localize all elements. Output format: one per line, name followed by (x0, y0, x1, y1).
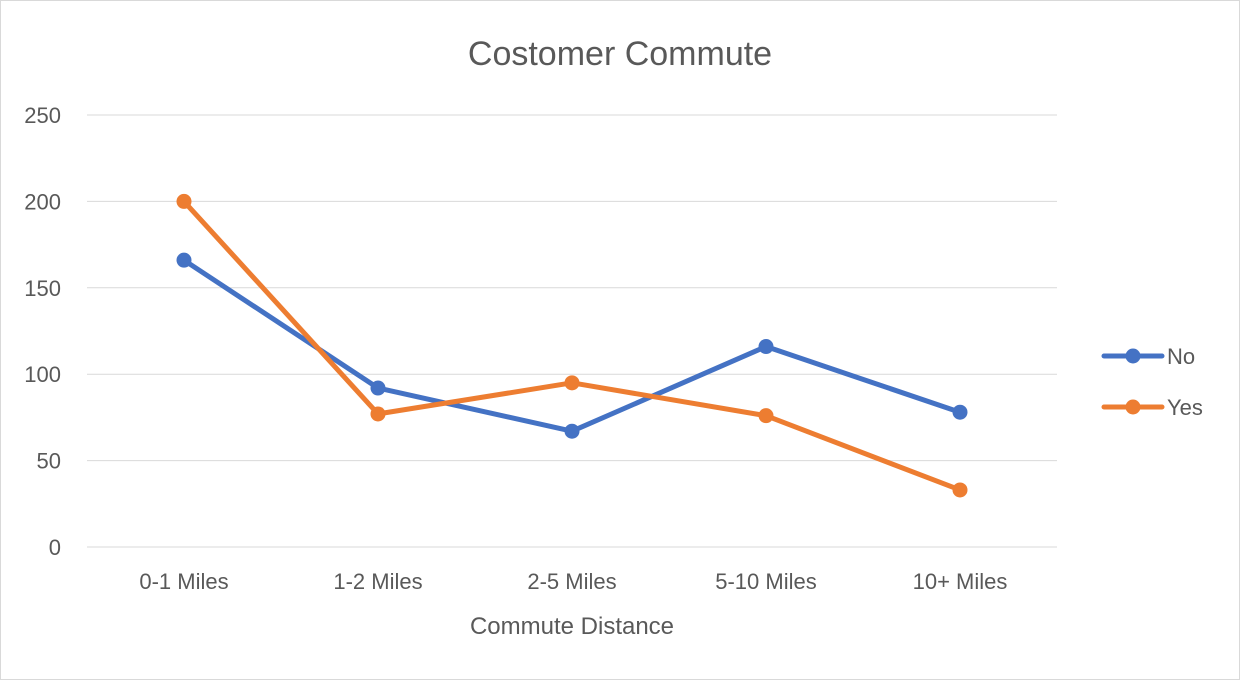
x-axis-label: Commute Distance (470, 613, 674, 640)
data-point-yes (564, 375, 580, 391)
legend-marker-no (1125, 348, 1141, 364)
x-tick-label: 1-2 Miles (333, 569, 422, 594)
legend-item-no: No (1101, 344, 1195, 369)
y-tick-label: 150 (24, 276, 61, 301)
x-tick-label: 2-5 Miles (527, 569, 616, 594)
chart-title: Costomer Commute (468, 35, 772, 73)
x-axis-ticks: 0-1 Miles 1-2 Miles 2-5 Miles 5-10 Miles 10+… (139, 569, 1007, 594)
y-axis-ticks: 0 50 100 150 200 250 (24, 103, 61, 560)
legend-label-no: No (1167, 344, 1195, 369)
series-group (176, 193, 968, 498)
x-tick-label: 10+ Miles (913, 569, 1008, 594)
x-tick-label: 5-10 Miles (715, 569, 816, 594)
data-point-no (564, 423, 580, 439)
gridlines (87, 114, 1057, 548)
y-tick-label: 0 (49, 535, 61, 560)
series-no (176, 252, 968, 439)
y-tick-label: 250 (24, 103, 61, 128)
y-tick-label: 50 (37, 449, 61, 474)
y-tick-label: 200 (24, 189, 61, 214)
series-line-yes (181, 198, 963, 493)
data-point-yes (952, 482, 968, 498)
series-line-no (181, 257, 963, 434)
data-point-no (952, 404, 968, 420)
x-tick-label: 0-1 Miles (139, 569, 228, 594)
legend: No Yes (1101, 344, 1203, 420)
data-point-yes (176, 193, 192, 209)
legend-item-yes: Yes (1101, 395, 1203, 420)
data-point-yes (370, 406, 386, 422)
legend-marker-yes (1125, 399, 1141, 415)
data-point-yes (758, 408, 774, 424)
data-point-no (370, 380, 386, 396)
series-yes (176, 193, 968, 498)
legend-label-yes: Yes (1167, 395, 1203, 420)
data-point-no (176, 252, 192, 268)
y-tick-label: 100 (24, 362, 61, 387)
data-point-no (758, 339, 774, 355)
